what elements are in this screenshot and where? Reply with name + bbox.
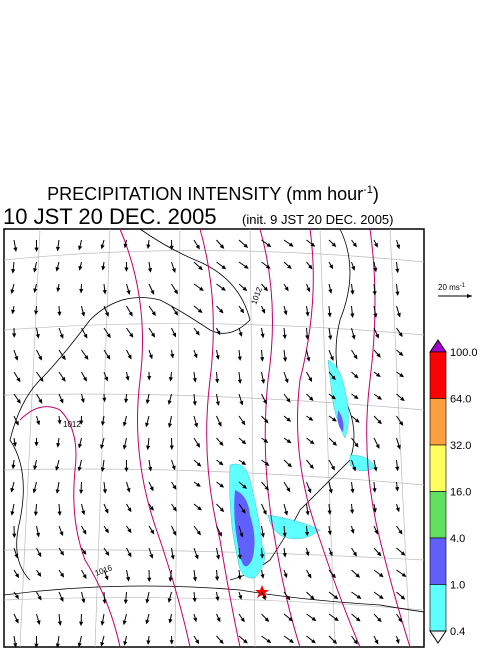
colorbar-label: 16.0 (450, 487, 471, 499)
map: 1012 1012 1016 (4, 229, 424, 647)
scale-label-text: 20 ms (438, 283, 460, 292)
colorbar-label: 1.0 (450, 580, 465, 592)
map-frame (4, 229, 424, 647)
colorbar-segment (430, 445, 446, 492)
colorbar-segment (430, 492, 446, 539)
init-time: (init. 9 JST 20 DEC. 2005) (242, 212, 394, 227)
colorbar-label: 32.0 (450, 440, 471, 452)
colorbar-segment (430, 352, 446, 399)
colorbar-segment (430, 399, 446, 446)
colorbar-label: 0.4 (450, 626, 465, 638)
title-sup: -1 (363, 184, 373, 196)
colorbar-label: 4.0 (450, 533, 465, 545)
colorbar-segment (430, 538, 446, 585)
scale-arrow-head (467, 294, 472, 298)
colorbar-bottom (430, 631, 446, 643)
colorbar-label: 100.0 (450, 347, 478, 359)
scale-label-sup: -1 (460, 283, 466, 289)
contour-label: 1012 (63, 420, 81, 429)
title: PRECIPITATION INTENSITY (mm hour-1) (47, 184, 379, 204)
title-text: PRECIPITATION INTENSITY (mm hour (47, 184, 363, 204)
valid-time: 10 JST 20 DEC. 2005 (3, 204, 217, 229)
colorbar-segment (430, 585, 446, 632)
scale-label: 20 ms-1 (438, 283, 466, 292)
colorbar: 100.0 64.0 32.0 16.0 4.0 1.0 0.4 (430, 340, 478, 643)
title-end: ) (373, 184, 379, 204)
colorbar-top (430, 340, 446, 352)
colorbar-label: 64.0 (450, 394, 471, 406)
